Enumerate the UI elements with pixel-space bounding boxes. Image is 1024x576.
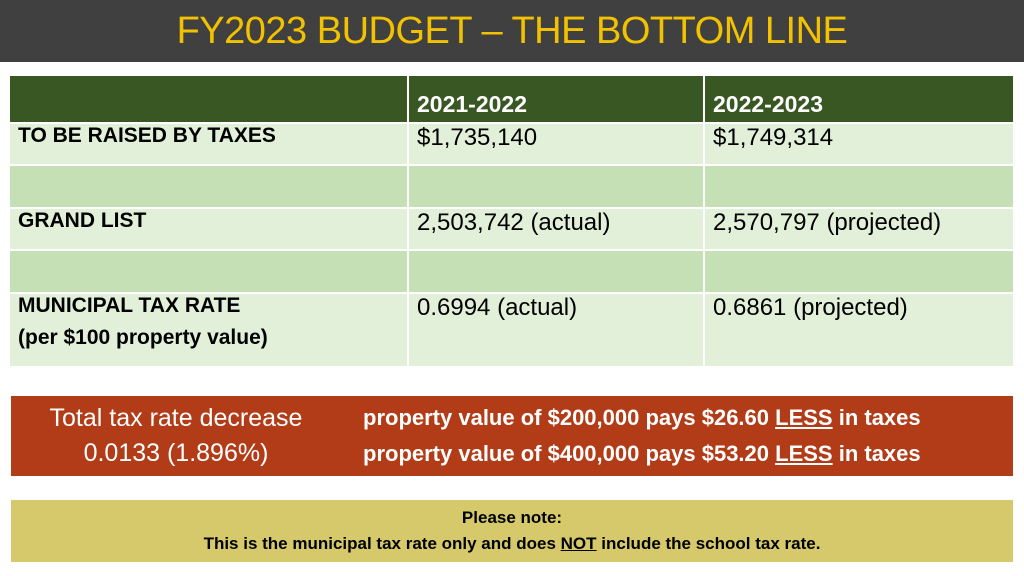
table-header-row: 2021-2022 2022-2023 (10, 76, 1013, 124)
spacer-cell (704, 250, 1013, 294)
header-empty-cell (10, 76, 409, 124)
value-2021-2022: 0.6994 (actual) (408, 293, 705, 368)
value-2022-2023: 2,570,797 (projected) (704, 208, 1013, 251)
header-2021-2022: 2021-2022 (408, 76, 705, 124)
savings-example: property value of $400,000 pays $53.20 L… (363, 436, 1003, 472)
value-2022-2023: 0.6861 (projected) (704, 293, 1013, 368)
spacer-cell (408, 250, 705, 294)
example-text-end: in taxes (832, 405, 921, 430)
page-title: FY2023 BUDGET – THE BOTTOM LINE (176, 9, 848, 52)
row-label: TO BE RAISED BY TAXES (10, 123, 409, 166)
total-decrease-label: Total tax rate decrease (49, 404, 303, 432)
spacer-cell (408, 165, 705, 209)
example-emphasis: LESS (775, 441, 833, 466)
example-text-end: in taxes (832, 441, 921, 466)
row-label: MUNICIPAL TAX RATE (18, 294, 241, 317)
value-2021-2022: $1,735,140 (408, 123, 705, 166)
value-2022-2023: $1,749,314 (704, 123, 1013, 166)
note-box: Please note: This is the municipal tax r… (11, 500, 1013, 562)
note-heading: Please note: (461, 508, 563, 527)
example-emphasis: LESS (775, 405, 833, 430)
value-2021-2022: 2,503,742 (actual) (408, 208, 705, 251)
total-decrease-value: 0.0133 (1.896%) (83, 439, 269, 467)
row-label: GRAND LIST (10, 208, 409, 251)
example-text: property value of $200,000 pays $26.60 (363, 405, 776, 430)
budget-table: 2021-2022 2022-2023 TO BE RAISED BY TAXE… (10, 76, 1013, 368)
table-row: MUNICIPAL TAX RATE (per $100 property va… (10, 293, 1013, 368)
total-decrease-summary: Total tax rate decrease 0.0133 (1.896%) (11, 396, 341, 476)
spacer-cell (704, 165, 1013, 209)
header-2022-2023: 2022-2023 (704, 76, 1013, 124)
table-row: GRAND LIST 2,503,742 (actual) 2,570,797 … (10, 208, 1013, 251)
spacer-cell (10, 250, 409, 294)
row-label-cell: MUNICIPAL TAX RATE (per $100 property va… (10, 293, 409, 368)
title-bar: FY2023 BUDGET – THE BOTTOM LINE (0, 0, 1024, 62)
note-text-end: include the school tax rate. (596, 534, 821, 553)
savings-example: property value of $200,000 pays $26.60 L… (363, 400, 1003, 436)
row-sublabel: (per $100 property value) (18, 326, 268, 349)
spacer-cell (10, 165, 409, 209)
note-text: This is the municipal tax rate only and … (203, 534, 561, 553)
savings-examples: property value of $200,000 pays $26.60 L… (363, 396, 1003, 476)
note-emphasis: NOT (560, 534, 597, 553)
table-row: TO BE RAISED BY TAXES $1,735,140 $1,749,… (10, 123, 1013, 166)
tax-decrease-box: Total tax rate decrease 0.0133 (1.896%) … (11, 396, 1013, 476)
note-body: This is the municipal tax rate only and … (204, 531, 821, 557)
spacer-row (10, 250, 1013, 294)
example-text: property value of $400,000 pays $53.20 (363, 441, 776, 466)
spacer-row (10, 165, 1013, 209)
